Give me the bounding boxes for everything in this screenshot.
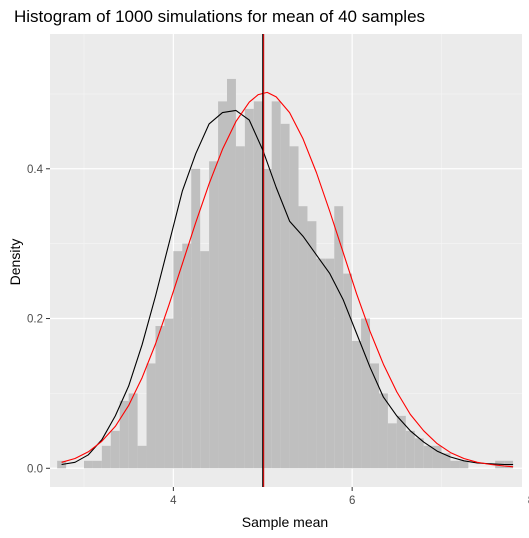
- histogram-bar: [334, 206, 343, 468]
- y-tick-label: 0.0: [27, 463, 43, 475]
- chart-title: Histogram of 1000 simulations for mean o…: [14, 7, 425, 26]
- histogram-bar: [388, 423, 397, 468]
- histogram-bar: [245, 109, 254, 468]
- histogram-bar: [316, 259, 325, 469]
- histogram-bar: [415, 438, 424, 468]
- histogram-bar: [155, 326, 164, 468]
- histogram-bar: [200, 251, 209, 468]
- histogram-bar: [173, 251, 182, 468]
- histogram-bar: [93, 461, 102, 468]
- y-axis-title: Density: [7, 239, 23, 286]
- histogram-bar: [147, 363, 156, 468]
- histogram-bar: [272, 101, 281, 468]
- histogram-bar: [352, 341, 361, 468]
- histogram-bar: [361, 319, 370, 469]
- histogram-bar: [424, 446, 433, 468]
- histogram-bar: [307, 221, 316, 468]
- histogram-bar: [325, 259, 334, 469]
- histogram-bar: [236, 146, 245, 468]
- y-tick-label: 0.4: [27, 164, 44, 176]
- histogram-bar: [164, 319, 173, 469]
- histogram-bar: [290, 146, 299, 468]
- histogram-bar: [84, 461, 93, 468]
- histogram-bar: [370, 363, 379, 468]
- x-axis-ticks: 468: [170, 487, 529, 507]
- histogram-bar: [182, 244, 191, 469]
- x-tick-label: 4: [170, 495, 177, 507]
- mean-lines: [263, 34, 264, 487]
- histogram-bar: [450, 461, 459, 468]
- histogram-bar: [406, 431, 415, 468]
- y-tick-label: 0.2: [27, 314, 43, 326]
- histogram-bar: [459, 461, 468, 468]
- histogram-bar: [379, 393, 388, 468]
- histogram-bar: [102, 446, 111, 468]
- histogram-bar: [209, 161, 218, 468]
- histogram-bar: [254, 101, 263, 468]
- histogram-bar: [129, 393, 138, 468]
- histogram-bar: [120, 401, 129, 468]
- histogram-bar: [281, 124, 290, 468]
- x-tick-label: 6: [349, 495, 355, 507]
- histogram-bar: [111, 431, 120, 468]
- y-axis-ticks: 0.0 0.2 0.4: [27, 164, 50, 476]
- x-axis-title: Sample mean: [242, 514, 328, 530]
- histogram-bar: [138, 446, 147, 468]
- histogram-bar: [299, 206, 308, 468]
